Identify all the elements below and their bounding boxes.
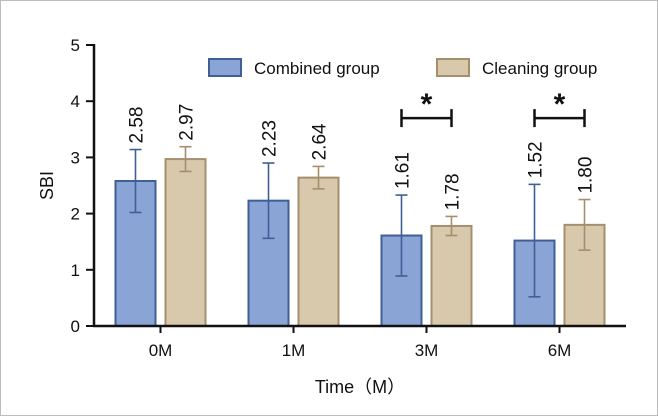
x-tick-label: 6M [548, 341, 572, 360]
value-label: 1.78 [443, 173, 464, 210]
value-label: 2.64 [310, 123, 331, 160]
y-axis-label: SBI [37, 171, 57, 200]
value-label: 2.23 [260, 120, 281, 157]
y-tick-label: 3 [71, 148, 80, 167]
y-tick-label: 4 [71, 92, 80, 111]
y-tick-label: 2 [71, 205, 80, 224]
y-tick-label: 5 [71, 36, 80, 55]
value-label: 1.80 [576, 157, 597, 194]
significance-star: * [421, 88, 433, 121]
y-tick-label: 1 [71, 261, 80, 280]
x-tick-label: 0M [149, 341, 173, 360]
value-label: 1.61 [393, 152, 414, 189]
bar-1m-cleaning [297, 176, 340, 327]
x-axis-label: Time（M） [315, 377, 405, 397]
legend-label: Cleaning group [482, 59, 597, 78]
legend-swatch-cleaning [436, 58, 470, 77]
legend-swatch-combined [208, 58, 242, 77]
bar-0m-cleaning [164, 158, 207, 327]
value-label: 2.58 [127, 107, 148, 144]
value-label: 2.97 [177, 104, 198, 141]
bar-3m-cleaning [430, 224, 473, 328]
x-tick-label: 3M [415, 341, 439, 360]
value-label: 1.52 [526, 141, 547, 178]
x-tick-label: 1M [282, 341, 306, 360]
significance-star: * [554, 88, 566, 121]
legend-label: Combined group [254, 59, 380, 78]
y-tick-label: 0 [71, 317, 80, 336]
